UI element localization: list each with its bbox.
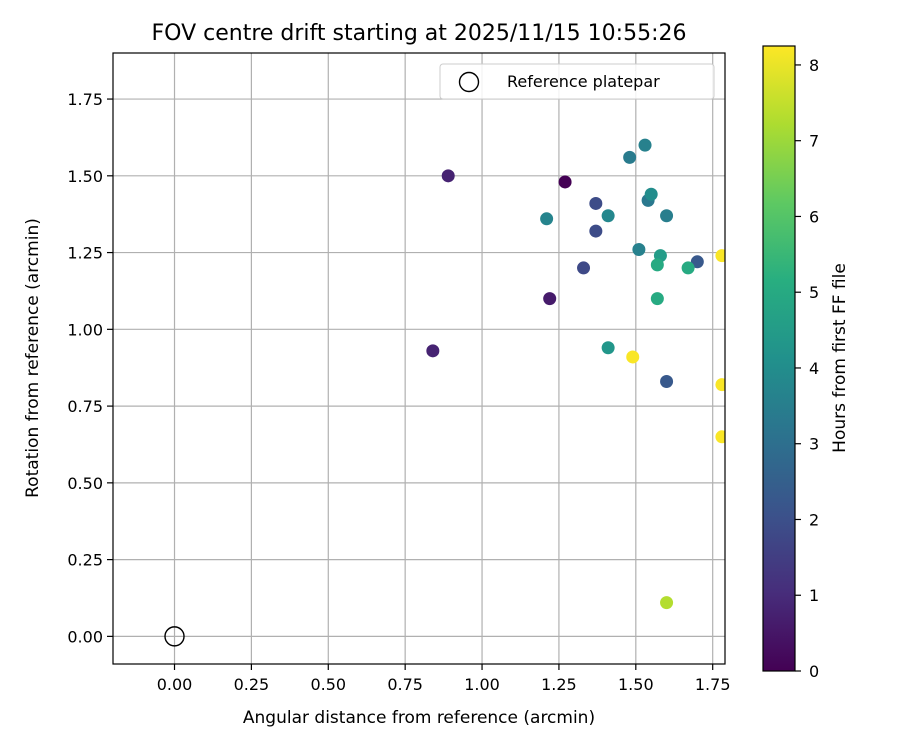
y-axis-label: Rotation from reference (arcmin) [23,218,43,498]
x-axis-label: Angular distance from reference (arcmin) [243,708,595,728]
data-point [589,224,603,238]
data-point [715,378,725,392]
data-point [623,150,637,164]
data-point [577,261,591,275]
y-tick-label: 0.50 [67,474,103,493]
data-point [601,209,615,223]
grid [113,53,725,664]
y-tick-label: 1.25 [67,244,103,263]
x-tick-label: 0.25 [234,675,270,694]
colorbar-tick-label: 6 [809,207,819,226]
colorbar-label: Hours from first FF file [830,263,850,453]
colorbar-tick-label: 3 [809,435,819,454]
colorbar-gradient [762,45,796,672]
x-tick-label: 1.50 [618,675,654,694]
x-axis-ticks: 0.00 0.25 0.50 0.75 1.00 1.25 1.50 1.75 [157,664,731,694]
data-point [681,261,695,275]
y-tick-label: 1.00 [67,320,103,339]
legend-label: Reference platepar [507,72,660,91]
colorbar-tick-label: 8 [809,56,819,75]
y-tick-label: 0.75 [67,397,103,416]
x-tick-label: 0.00 [157,675,193,694]
x-tick-label: 1.25 [541,675,577,694]
y-tick-label: 1.50 [67,167,103,186]
data-point [638,138,652,152]
x-tick-label: 1.75 [695,675,731,694]
plot-frame [112,52,726,665]
data-point [632,243,646,257]
data-point [543,292,557,306]
x-tick-label: 0.50 [310,675,346,694]
data-point [660,375,674,389]
data-point [650,292,664,306]
reference-platepar-marker [164,626,185,647]
data-point [715,430,725,444]
data-point [660,209,674,223]
y-tick-label: 1.75 [67,90,103,109]
data-points [164,138,725,647]
colorbar-tick-label: 2 [809,510,819,529]
data-point [540,212,554,226]
data-point [644,187,658,201]
colorbar-tick-label: 5 [809,283,819,302]
data-point [441,169,455,183]
x-tick-label: 1.00 [464,675,500,694]
data-point [626,350,640,364]
colorbar: 0 1 2 3 4 5 6 7 8 Hours from first FF file [762,45,850,681]
data-point [660,596,674,610]
data-point [558,175,572,189]
x-tick-label: 0.75 [387,675,423,694]
data-point [589,196,603,210]
y-tick-label: 0.00 [67,627,103,646]
colorbar-ticks: 0 1 2 3 4 5 6 7 8 [795,56,819,681]
y-axis-ticks: 0.00 0.25 0.50 0.75 1.00 1.25 1.50 1.75 [67,90,113,646]
legend-box [439,63,715,100]
data-point [690,255,704,269]
colorbar-tick-label: 1 [809,586,819,605]
legend-marker-icon [458,71,480,93]
colorbar-tick-label: 7 [809,132,819,151]
chart-title: FOV centre drift starting at 2025/11/15 … [152,21,687,46]
y-tick-label: 0.25 [67,551,103,570]
colorbar-tick-label: 0 [809,662,819,681]
data-point [601,341,615,355]
data-point [426,344,440,358]
data-point [650,258,664,272]
data-point [715,249,725,263]
legend: Reference platepar [439,63,715,100]
colorbar-tick-label: 4 [809,359,819,378]
